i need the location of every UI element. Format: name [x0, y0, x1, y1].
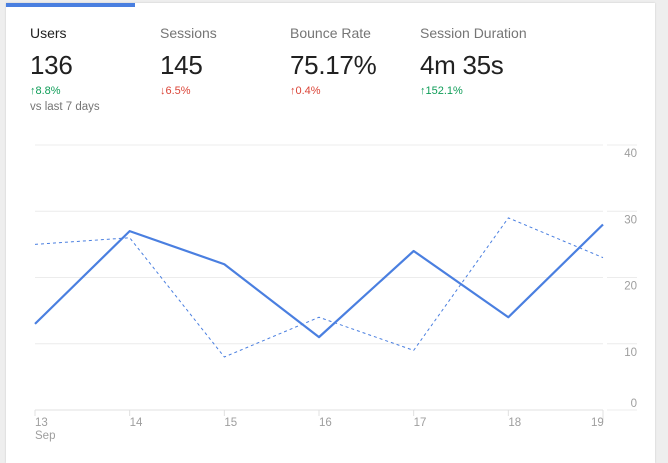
x-month-label: Sep [35, 430, 55, 442]
x-tick-label: 14 [130, 417, 143, 429]
arrow-up-icon: ↑ [30, 85, 36, 97]
x-tick-label: 19 [591, 417, 604, 429]
metric-change-value: 6.5% [165, 85, 191, 97]
metric-label: Session Duration [420, 25, 527, 41]
metric-change: ↓6.5% [160, 85, 285, 97]
x-tick-label: 16 [319, 417, 332, 429]
x-tick-label: 15 [224, 417, 237, 429]
metric-tab-bounce-rate[interactable]: Bounce Rate 75.17% ↑0.4% [290, 25, 415, 97]
y-tick-label: 10 [624, 347, 637, 359]
metric-change-value: 152.1% [425, 85, 463, 97]
series-line-previous [34, 217, 604, 358]
metric-tab-sessions[interactable]: Sessions 145 ↓6.5% [160, 25, 285, 97]
metric-value: 75.17% [290, 50, 377, 80]
x-tick-label: 18 [508, 417, 521, 429]
series-line-current [34, 223, 604, 339]
metric-change: ↑0.4% [290, 85, 415, 97]
y-tick-label: 40 [624, 148, 637, 160]
metric-label: Users [30, 25, 67, 41]
arrow-down-icon: ↓ [160, 85, 166, 97]
metric-change: ↑152.1% [420, 85, 545, 97]
arrow-up-icon: ↑ [290, 85, 296, 97]
metric-label: Bounce Rate [290, 25, 371, 41]
metric-value: 136 [30, 50, 73, 80]
metric-change: ↑8.8% [30, 85, 155, 97]
comparison-label: vs last 7 days [30, 101, 100, 113]
metric-label: Sessions [160, 25, 217, 41]
analytics-card: Users 136 ↑8.8% vs last 7 days Sessions 14… [6, 3, 655, 463]
metric-value: 145 [160, 50, 203, 80]
y-tick-label: 20 [624, 281, 637, 293]
metric-change-value: 0.4% [295, 85, 321, 97]
metric-change-value: 8.8% [35, 85, 61, 97]
x-tick-label: 17 [414, 417, 427, 429]
active-tab-indicator [6, 3, 135, 7]
x-tick-label: 13 [35, 417, 48, 429]
metric-tab-session-duration[interactable]: Session Duration 4m 35s ↑152.1% [420, 25, 545, 97]
arrow-up-icon: ↑ [420, 85, 426, 97]
metric-value: 4m 35s [420, 50, 504, 80]
y-tick-label: 0 [631, 398, 637, 410]
metric-tab-users[interactable]: Users 136 ↑8.8% vs last 7 days [30, 25, 155, 113]
y-tick-label: 30 [624, 214, 637, 226]
